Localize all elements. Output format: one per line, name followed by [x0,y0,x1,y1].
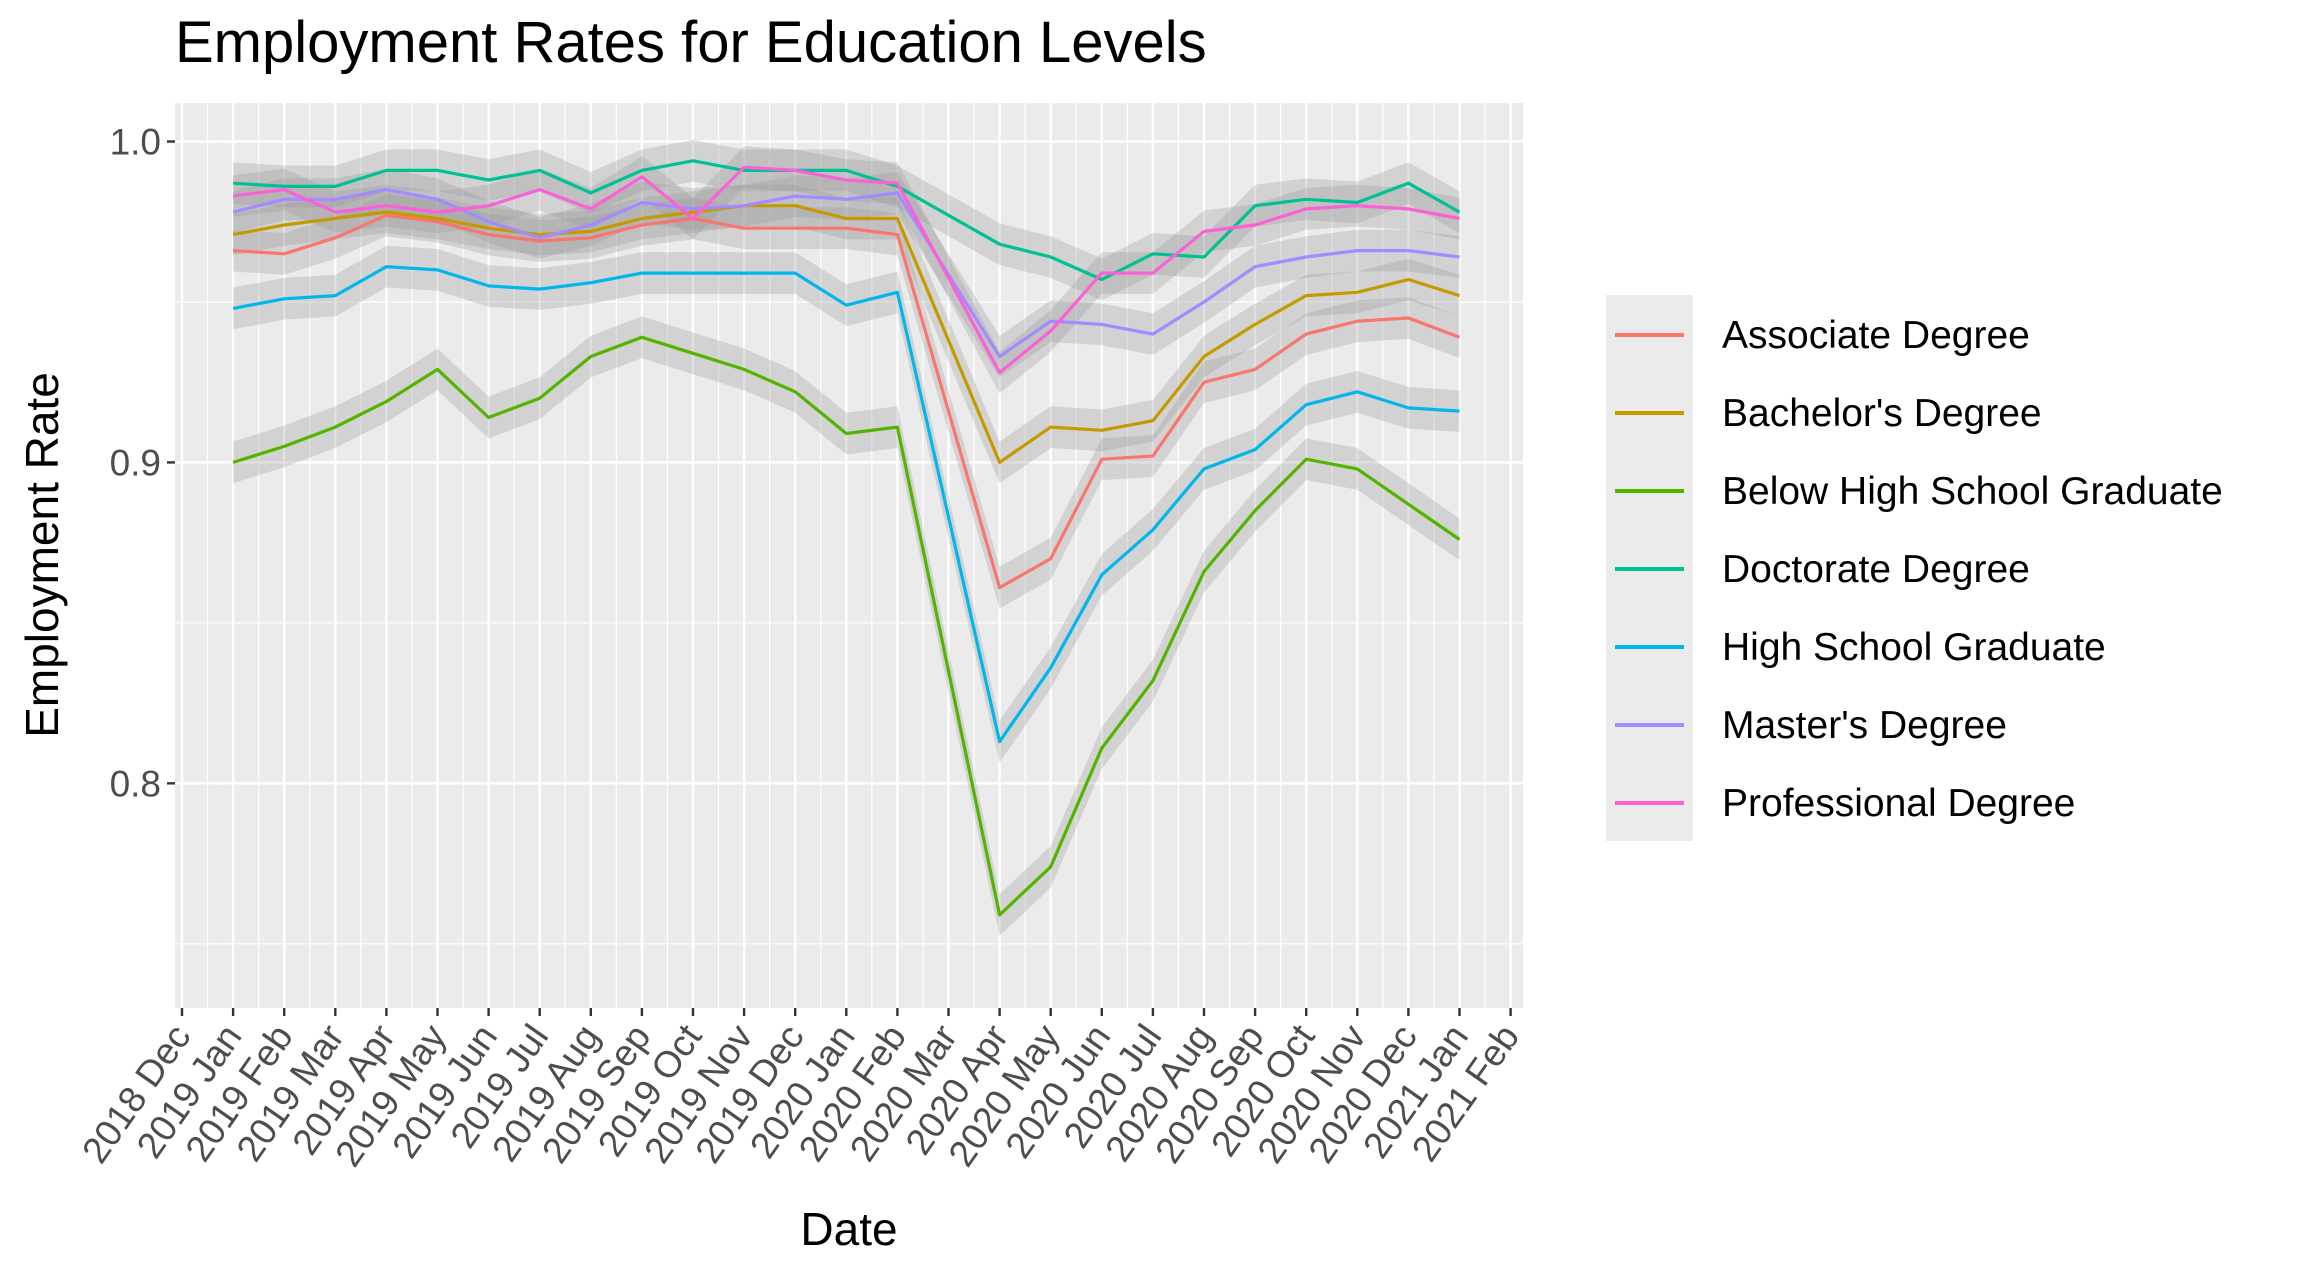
series-line [232,165,1460,375]
legend-label: Below High School Graduate [1722,470,2223,513]
legend-label: Doctorate Degree [1722,548,2030,591]
series-line [232,188,1460,359]
series-line [233,213,1461,590]
x-axis-label: Date [800,1203,897,1255]
legend: Associate Degree Bachelor's Degree Below H… [1606,295,2223,841]
chart-title: Employment Rates for Education Levels [175,10,1207,75]
plot-panel [175,103,1523,1008]
confidence-band [233,184,1460,484]
confidence-band [233,245,1460,763]
legend-label: High School Graduate [1722,626,2106,669]
confidence-bands [233,139,1460,936]
series-line [232,335,1461,917]
series-line [232,265,1460,744]
confidence-band [233,139,1460,301]
legend-label: Bachelor's Degree [1722,392,2042,435]
series-line [232,204,1460,464]
series-line [233,159,1461,282]
legend-label: Associate Degree [1722,314,2030,357]
legend-label: Master's Degree [1722,704,2007,747]
grid-major [175,103,1523,1008]
y-axis-label: Employment Rate [16,372,68,738]
series-lines [232,159,1461,917]
y-tick-label: 0.8 [110,763,161,804]
legend-label: Professional Degree [1722,782,2075,825]
y-tick-label: 0.9 [110,442,161,483]
y-axis: 0.8 0.9 1.0 [110,122,175,804]
confidence-band [233,316,1460,936]
confidence-band [233,146,1460,394]
confidence-band [233,194,1460,609]
confidence-band [233,168,1460,378]
y-tick-label: 1.0 [110,122,161,163]
